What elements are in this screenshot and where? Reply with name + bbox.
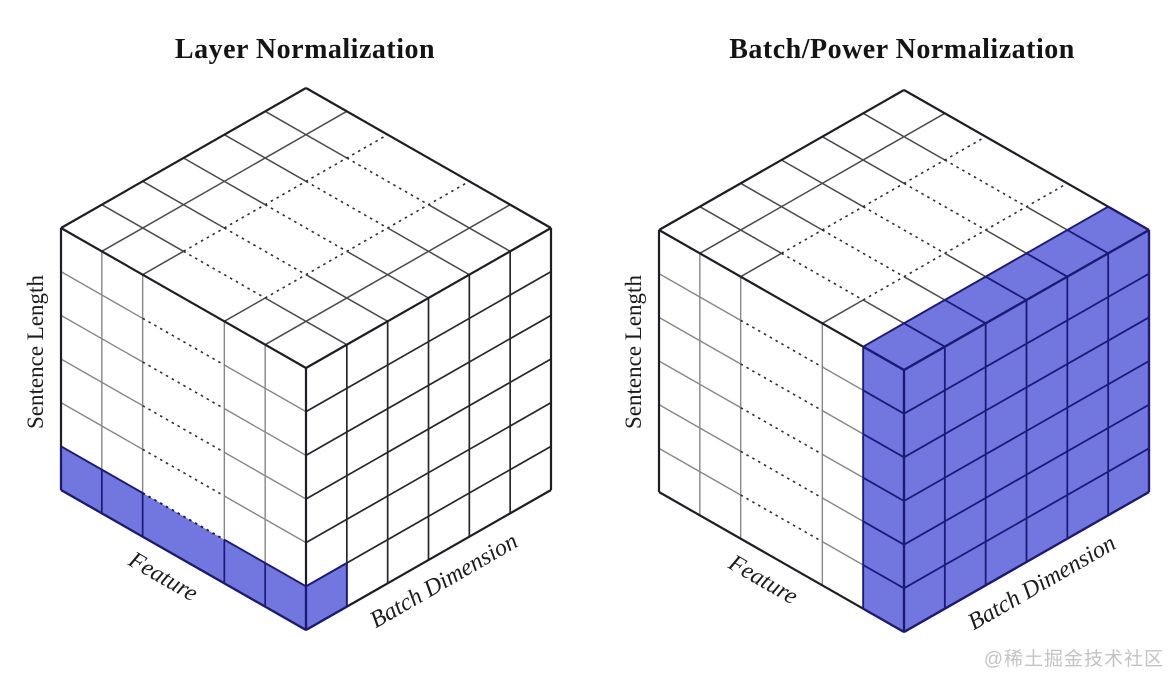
left-cube-title: Layer Normalization [174, 34, 436, 65]
batch-power-norm-cube [657, 89, 1151, 633]
right-cube-title: Batch/Power Normalization [729, 34, 1075, 65]
right-cube-sentence-length-axis-label: Sentence Length [621, 275, 646, 429]
watermark: @稀土掘金技术社区 [983, 649, 1164, 670]
left-cube-sentence-length-axis-label: Sentence Length [23, 275, 48, 429]
layer-norm-cube [59, 87, 553, 631]
